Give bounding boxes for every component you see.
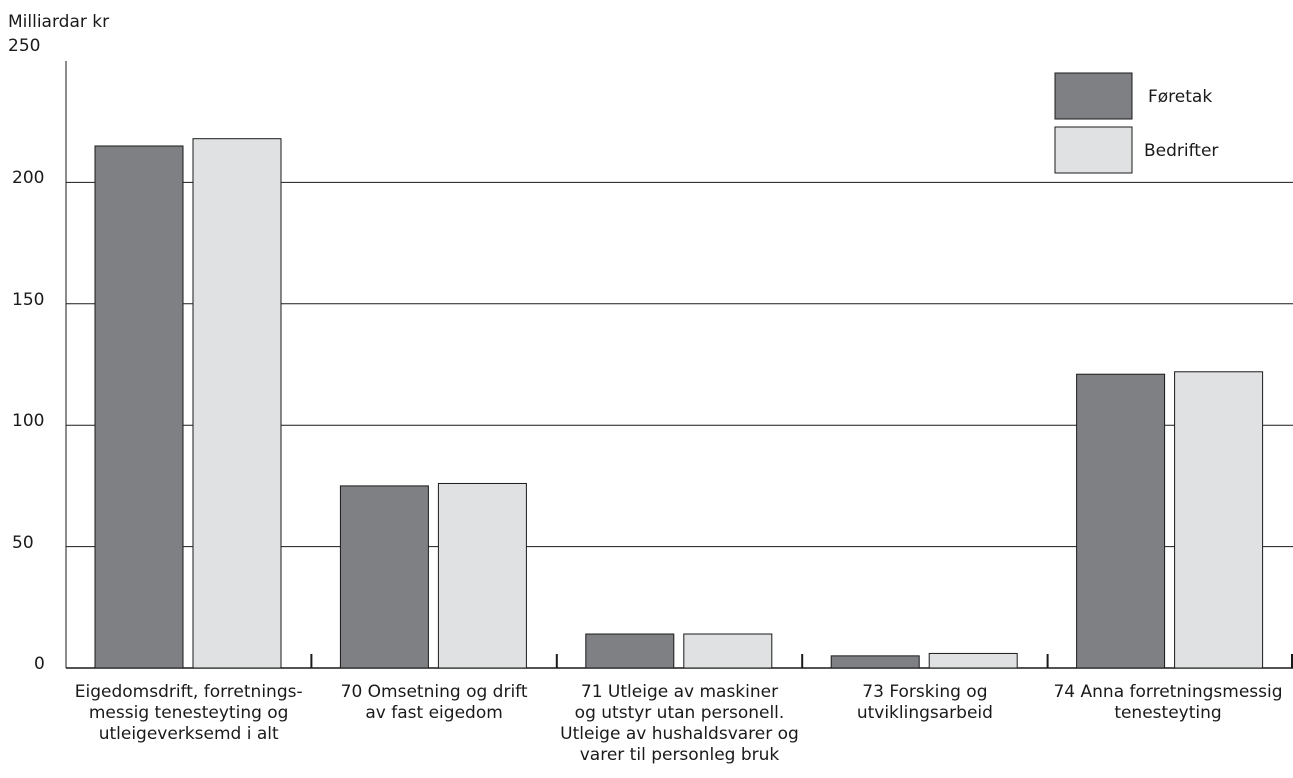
bar-foretak xyxy=(1076,373,1166,669)
bar-bedrifter xyxy=(192,138,282,669)
legend-label: Føretak xyxy=(1148,87,1213,107)
legend-swatch-bedrifter xyxy=(1054,126,1133,174)
legend-label: Bedrifter xyxy=(1144,141,1219,161)
y-tick-label: 100 xyxy=(12,411,45,432)
x-category-label: Eigedomsdrift, forretnings- messig tenes… xyxy=(74,682,303,744)
legend-swatch-foretak xyxy=(1054,72,1133,120)
y-tick-label: 0 xyxy=(34,654,45,674)
x-category-label: 71 Utleige av maskiner og utstyr utan pe… xyxy=(560,682,799,765)
bar-bedrifter xyxy=(437,482,527,669)
y-tick-label: 50 xyxy=(12,532,34,553)
y-tick-label: 150 xyxy=(12,289,45,310)
bar-foretak xyxy=(339,485,429,669)
bar-foretak xyxy=(94,145,184,669)
y-axis-title: Milliardar kr xyxy=(8,12,110,32)
bar-bedrifter xyxy=(1174,371,1264,669)
bar-bedrifter xyxy=(683,633,773,669)
bar-bedrifter xyxy=(928,652,1018,669)
y-tick-label: 200 xyxy=(12,168,45,189)
bar-foretak xyxy=(830,655,920,669)
y-tick-label: 250 xyxy=(8,36,41,56)
bar-foretak xyxy=(585,633,675,669)
x-category-label: 73 Forsking og utviklingsarbeid xyxy=(856,682,993,723)
x-category-label: 70 Omsetning og drift av fast eigedom xyxy=(340,682,528,723)
x-category-label: 74 Anna forretningsmessig tenesteyting xyxy=(1053,682,1283,723)
